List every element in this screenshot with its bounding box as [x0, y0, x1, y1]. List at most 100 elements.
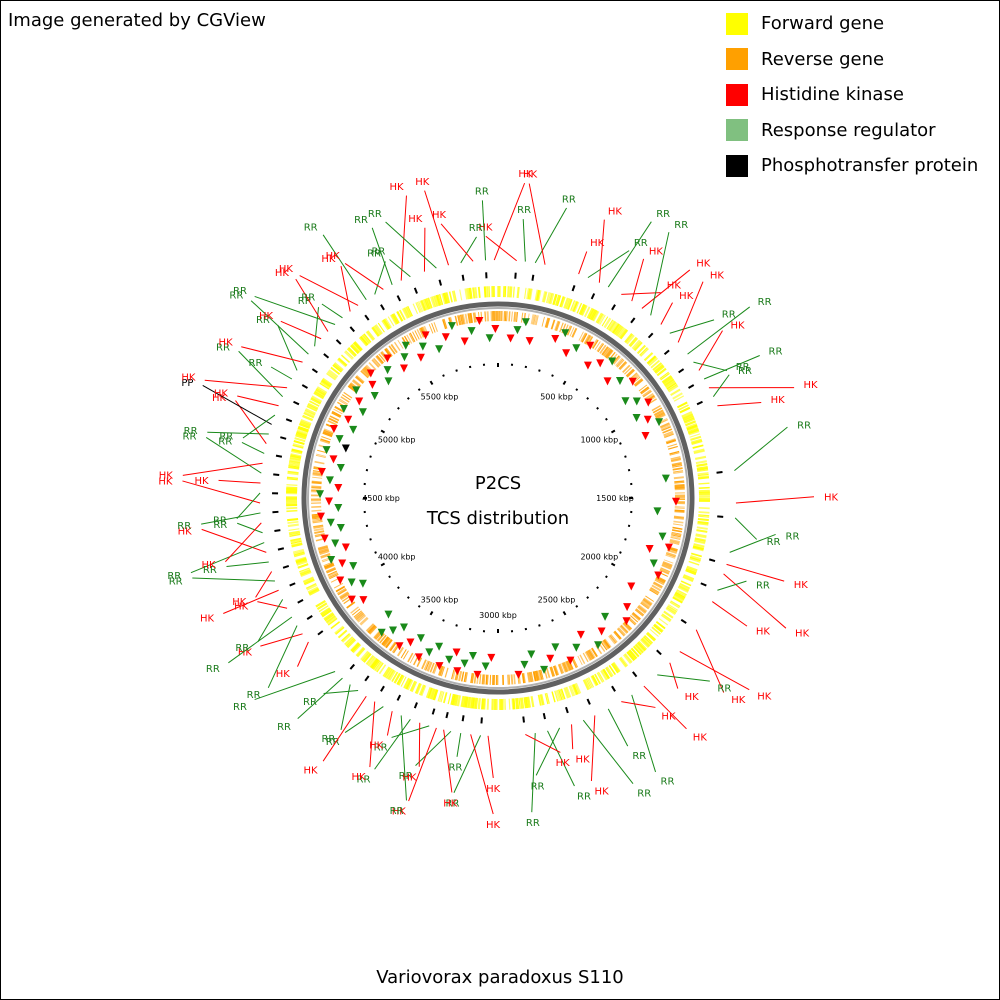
forward-gene-bar — [637, 640, 648, 651]
ruler-tick — [610, 429, 616, 434]
feature-label-hk: HK — [415, 177, 430, 188]
feature-label-hk: HK — [408, 214, 423, 225]
forward-gene-bar — [564, 687, 571, 699]
feature-spoke — [534, 207, 567, 264]
tcs-marker-rr — [481, 662, 490, 671]
center-title: P2CS — [475, 473, 521, 494]
feature-label-hk: HK — [212, 393, 227, 404]
forward-gene-bar — [409, 680, 416, 692]
tcs-marker-rr — [649, 559, 658, 568]
tcs-marker-rr — [467, 327, 476, 336]
forward-gene-bar — [596, 672, 604, 683]
feature-spoke — [190, 542, 265, 574]
legend-item-response-regulator: Response regulator — [726, 113, 978, 149]
feature-label-hk: HK — [443, 798, 458, 809]
reverse-gene-bar — [673, 471, 684, 474]
ruler-tick — [369, 455, 372, 458]
reverse-gene-bar — [388, 641, 396, 651]
forward-gene-bar — [287, 471, 299, 476]
reverse-gene-bar — [513, 674, 516, 685]
reverse-gene-bar — [323, 429, 334, 435]
forward-gene-bar — [556, 689, 562, 701]
forward-gene-bar — [371, 659, 380, 670]
reverse-gene-bar — [555, 321, 561, 332]
forward-gene-bar — [552, 293, 558, 306]
feature-tick — [413, 702, 418, 709]
forward-gene-bar — [299, 568, 311, 574]
forward-gene-bar — [687, 426, 698, 432]
reverse-gene-bar — [666, 439, 677, 445]
tcs-marker-rr — [435, 642, 444, 651]
reverse-gene-bar — [674, 507, 685, 509]
feature-label-rr: RR — [758, 297, 772, 308]
forward-gene-bar — [698, 482, 710, 485]
reverse-gene-bar — [406, 334, 413, 344]
tcs-marker-rr — [445, 655, 454, 664]
feature-spoke — [607, 221, 652, 288]
legend-item-histidine-kinase: Histidine kinase — [726, 77, 978, 113]
forward-gene-bar — [570, 685, 576, 696]
reverse-gene-bar — [672, 467, 683, 471]
forward-gene-bar — [679, 406, 691, 414]
forward-gene-bar — [427, 297, 433, 309]
forward-gene-bar — [588, 677, 595, 688]
forward-gene-bar — [612, 323, 620, 334]
reverse-gene-bar — [339, 591, 349, 598]
forward-gene-bar — [426, 298, 432, 309]
tcs-marker-rr — [418, 342, 427, 351]
forward-gene-bar — [686, 565, 698, 572]
reverse-gene-bar — [650, 587, 660, 594]
legend-label: Histidine kinase — [761, 84, 904, 106]
forward-gene-bar — [296, 431, 308, 437]
feature-tick — [708, 558, 716, 563]
tcs-marker-rr — [632, 397, 641, 406]
reverse-gene-bar — [376, 355, 384, 364]
forward-gene-bar — [305, 583, 317, 589]
forward-gene-bar — [661, 375, 672, 383]
feature-label-rr: RR — [446, 799, 460, 810]
tcs-marker-hk — [627, 582, 636, 591]
forward-gene-bar — [614, 325, 623, 336]
reverse-gene-bar — [318, 545, 329, 551]
reverse-gene-bar — [352, 379, 362, 387]
tcs-marker-rr — [326, 518, 335, 527]
reverse-gene-bar — [418, 327, 425, 338]
feature-spoke — [525, 733, 561, 753]
forward-gene-bar — [678, 584, 690, 591]
forward-gene-bar — [318, 605, 329, 613]
feature-label-rr: RR — [390, 806, 404, 817]
feature-spoke — [228, 616, 293, 664]
tcs-marker-rr — [339, 405, 348, 413]
reverse-gene-bar — [590, 647, 598, 658]
tcs-marker-hk — [586, 341, 595, 350]
reverse-gene-bar — [533, 314, 537, 325]
forward-gene-bar — [698, 511, 710, 514]
forward-gene-bar — [686, 423, 698, 429]
forward-gene-bar — [608, 320, 617, 332]
forward-gene-bar — [529, 288, 533, 300]
forward-gene-bar — [697, 469, 709, 472]
forward-gene-bar — [374, 661, 384, 672]
reverse-gene-bar — [514, 311, 517, 322]
forward-gene-bar — [307, 586, 319, 594]
forward-gene-bar — [548, 292, 553, 304]
forward-gene-bar — [618, 328, 627, 339]
reverse-gene-bar — [443, 318, 448, 329]
legend-item-forward-gene: Forward gene — [726, 6, 978, 42]
forward-gene-bar — [697, 520, 709, 525]
feature-spoke — [255, 571, 273, 598]
feature-label-hk: HK — [731, 695, 746, 706]
forward-gene-bar — [430, 688, 436, 700]
forward-gene-bar — [374, 661, 382, 671]
reverse-gene-bar — [487, 674, 489, 685]
tcs-marker-hk — [406, 638, 415, 647]
forward-gene-bar — [519, 697, 523, 709]
reverse-gene-bar — [317, 449, 328, 454]
forward-gene-bar — [670, 388, 681, 396]
forward-gene-bar — [296, 559, 308, 565]
forward-gene-bar — [511, 698, 514, 710]
legend: Forward gene Reverse gene Histidine kina… — [726, 6, 978, 184]
forward-gene-bar — [298, 423, 310, 429]
ruler-label: 4500 kbp — [362, 494, 400, 503]
reverse-gene-bar — [485, 674, 488, 685]
